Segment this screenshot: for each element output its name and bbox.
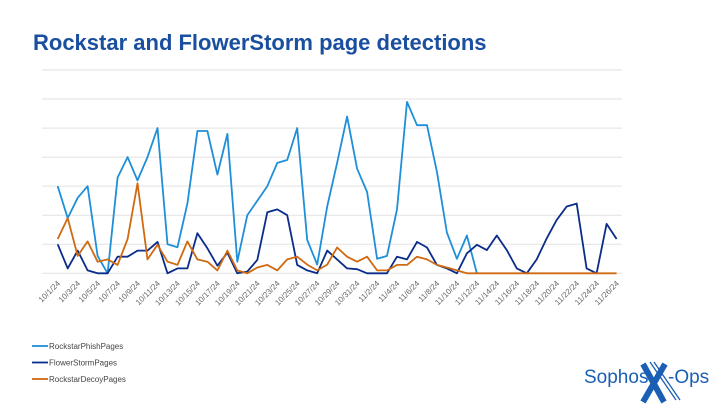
series-line-RockstarPhishPages (56, 101, 478, 275)
series-lines (56, 101, 618, 275)
series-line-FlowerStormPages (56, 202, 618, 275)
legend-label: RockstarDecoyPages (49, 375, 126, 384)
gridlines (42, 69, 622, 274)
legend-item: RockstarDecoyPages (32, 375, 126, 384)
logo-text-ops: -Ops (668, 367, 709, 388)
sophos-xops-logo: Sophos -Ops (584, 361, 709, 404)
logo-x-mark (640, 361, 681, 404)
legend: RockstarPhishPages FlowerStormPages Rockst… (32, 342, 126, 384)
legend-item: RockstarPhishPages (32, 342, 123, 351)
chart-title: Rockstar and FlowerStorm page detections (33, 30, 487, 55)
logo-text-sophos: Sophos (584, 367, 648, 388)
legend-label: RockstarPhishPages (49, 342, 123, 351)
x-axis-tick-labels: 10/1/2410/3/2410/5/2410/7/2410/9/2410/11… (37, 279, 622, 308)
legend-item: FlowerStormPages (32, 359, 117, 368)
legend-label: FlowerStormPages (49, 359, 117, 368)
series-line-RockstarDecoyPages (56, 182, 617, 275)
